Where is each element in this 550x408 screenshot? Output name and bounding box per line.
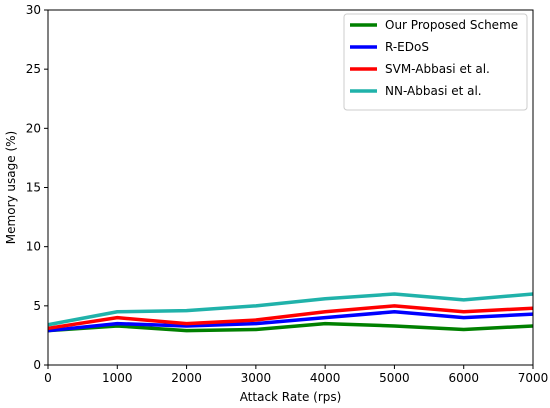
legend-label: R-EDoS <box>385 40 429 54</box>
x-tick-label: 1000 <box>102 371 133 385</box>
x-tick-label: 3000 <box>241 371 272 385</box>
y-axis-ticks: 0 5 10 15 20 25 30 <box>26 3 48 372</box>
series-line-2 <box>47 304 534 331</box>
x-tick-label: 0 <box>44 371 52 385</box>
series-lines <box>47 292 534 333</box>
y-tick-label: 20 <box>26 121 41 135</box>
x-tick-label: 5000 <box>379 371 410 385</box>
y-tick-label: 30 <box>26 3 41 17</box>
legend-label: SVM-Abbasi et al. <box>385 62 490 76</box>
series-line-1 <box>47 310 534 333</box>
x-tick-label: 7000 <box>518 371 549 385</box>
x-tick-label: 6000 <box>448 371 479 385</box>
x-axis-ticks: 0 1000 2000 3000 4000 5000 6000 7000 <box>44 365 548 385</box>
y-axis-label: Memory usage (%) <box>4 131 18 244</box>
y-tick-label: 5 <box>33 299 41 313</box>
legend: Our Proposed Scheme R-EDoS SVM-Abbasi et a… <box>343 13 528 111</box>
x-tick-label: 2000 <box>171 371 202 385</box>
legend-label: Our Proposed Scheme <box>385 18 518 32</box>
series-line-0 <box>47 321 534 333</box>
legend-label: NN-Abbasi et al. <box>385 84 482 98</box>
y-tick-label: 15 <box>26 181 41 195</box>
x-axis-label: Attack Rate (rps) <box>240 390 342 404</box>
x-tick-label: 4000 <box>310 371 341 385</box>
y-tick-label: 10 <box>26 240 41 254</box>
y-tick-label: 25 <box>26 62 41 76</box>
legend-box <box>343 13 528 111</box>
y-tick-label: 0 <box>33 358 41 372</box>
series-line-3 <box>47 292 534 327</box>
